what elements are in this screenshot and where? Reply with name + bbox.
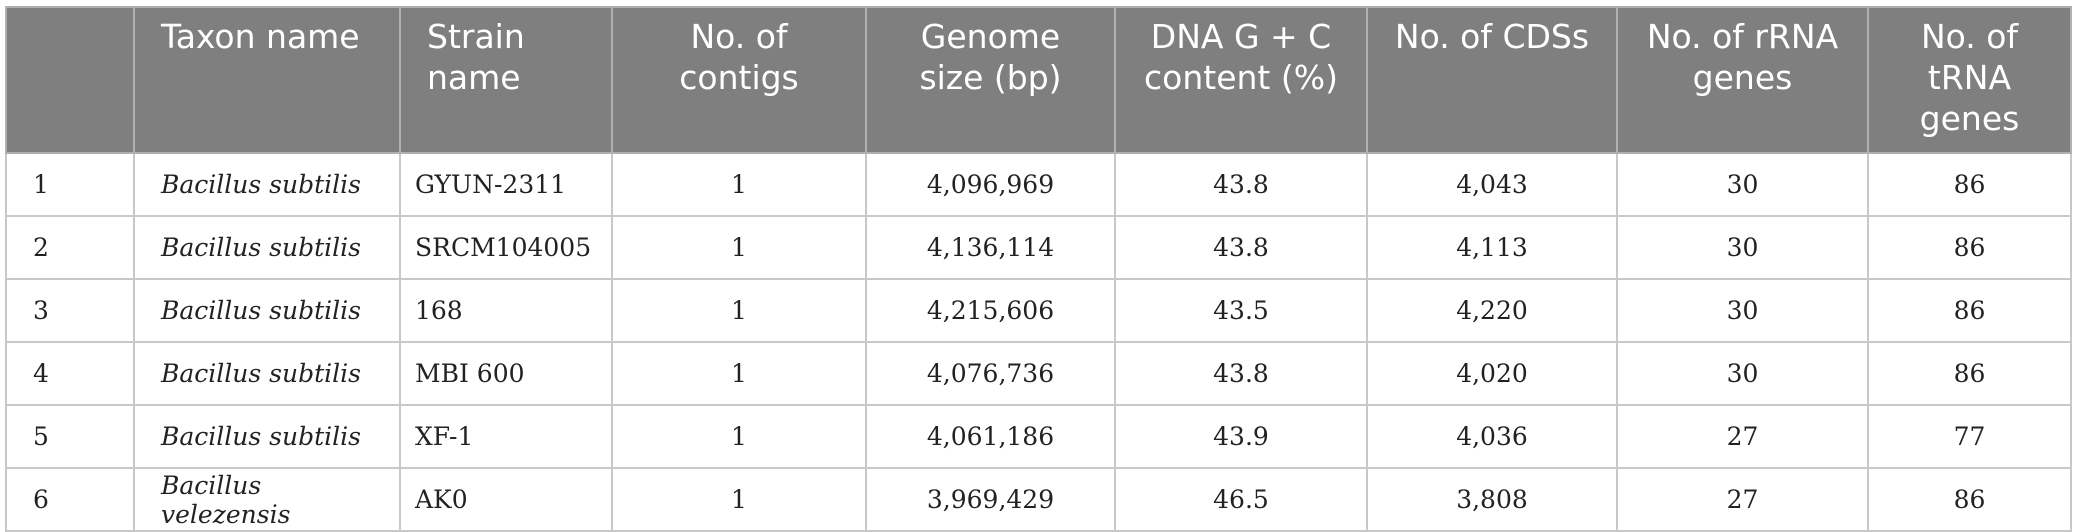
cell-cds-count: 4,220 xyxy=(1366,278,1618,343)
cell-index: 6 xyxy=(5,467,135,532)
cell-trna-genes: 86 xyxy=(1867,467,2072,532)
cell-taxon-name: Bacillus subtilis xyxy=(133,278,401,343)
header-genome-size: Genome size (bp) xyxy=(865,6,1116,154)
table-row: 3 Bacillus subtilis 168 1 4,215,606 43.5 4,220… xyxy=(5,278,2072,343)
table-row: 2 Bacillus subtilis SRCM104005 1 4,136,114 43… xyxy=(5,215,2072,280)
cell-genome-size: 3,969,429 xyxy=(865,467,1116,532)
table-row: 5 Bacillus subtilis XF-1 1 4,061,186 43.9 4,03… xyxy=(5,404,2072,469)
cell-index: 1 xyxy=(5,152,135,217)
cell-index: 3 xyxy=(5,278,135,343)
cell-strain-name: GYUN-2311 xyxy=(399,152,613,217)
cell-trna-genes: 86 xyxy=(1867,152,2072,217)
cell-cds-count: 4,036 xyxy=(1366,404,1618,469)
table-body: 1 Bacillus subtilis GYUN-2311 1 4,096,969 43.… xyxy=(5,152,2072,532)
cell-gc-content: 43.8 xyxy=(1114,152,1368,217)
header-taxon-name: Taxon name xyxy=(133,6,401,154)
table-row: 4 Bacillus subtilis MBI 600 1 4,076,736 43.8 4… xyxy=(5,341,2072,406)
cell-trna-genes: 86 xyxy=(1867,278,2072,343)
cell-rrna-genes: 30 xyxy=(1616,152,1869,217)
cell-contigs: 1 xyxy=(611,404,867,469)
cell-index: 5 xyxy=(5,404,135,469)
cell-contigs: 1 xyxy=(611,467,867,532)
cell-rrna-genes: 27 xyxy=(1616,404,1869,469)
cell-index: 4 xyxy=(5,341,135,406)
header-gc-content: DNA G + C content (%) xyxy=(1114,6,1368,154)
cell-rrna-genes: 30 xyxy=(1616,215,1869,280)
cell-contigs: 1 xyxy=(611,278,867,343)
cell-strain-name: SRCM104005 xyxy=(399,215,613,280)
cell-genome-size: 4,096,969 xyxy=(865,152,1116,217)
header-cds-count: No. of CDSs xyxy=(1366,6,1618,154)
header-index xyxy=(5,6,135,154)
header-contigs: No. of contigs xyxy=(611,6,867,154)
cell-cds-count: 4,020 xyxy=(1366,341,1618,406)
cell-strain-name: AK0 xyxy=(399,467,613,532)
cell-strain-name: MBI 600 xyxy=(399,341,613,406)
cell-rrna-genes: 27 xyxy=(1616,467,1869,532)
cell-contigs: 1 xyxy=(611,341,867,406)
table-row: 6 Bacillus velezensis AK0 1 3,969,429 46.5 3,8… xyxy=(5,467,2072,532)
header-rrna-genes: No. of rRNA genes xyxy=(1616,6,1869,154)
cell-genome-size: 4,215,606 xyxy=(865,278,1116,343)
cell-gc-content: 43.5 xyxy=(1114,278,1368,343)
cell-cds-count: 4,113 xyxy=(1366,215,1618,280)
table-header: Taxon name Strain name No. of contigs Ge… xyxy=(5,6,2072,154)
cell-gc-content: 43.8 xyxy=(1114,215,1368,280)
cell-gc-content: 43.8 xyxy=(1114,341,1368,406)
cell-taxon-name: Bacillus subtilis xyxy=(133,215,401,280)
cell-index: 2 xyxy=(5,215,135,280)
cell-trna-genes: 86 xyxy=(1867,341,2072,406)
cell-cds-count: 4,043 xyxy=(1366,152,1618,217)
header-row: Taxon name Strain name No. of contigs Ge… xyxy=(5,6,2072,154)
table-row: 1 Bacillus subtilis GYUN-2311 1 4,096,969 43.… xyxy=(5,152,2072,217)
cell-taxon-name: Bacillus velezensis xyxy=(133,467,401,532)
cell-trna-genes: 86 xyxy=(1867,215,2072,280)
cell-strain-name: 168 xyxy=(399,278,613,343)
cell-genome-size: 4,061,186 xyxy=(865,404,1116,469)
cell-trna-genes: 77 xyxy=(1867,404,2072,469)
cell-contigs: 1 xyxy=(611,152,867,217)
cell-genome-size: 4,136,114 xyxy=(865,215,1116,280)
cell-cds-count: 3,808 xyxy=(1366,467,1618,532)
header-trna-genes: No. of tRNA genes xyxy=(1867,6,2072,154)
cell-gc-content: 43.9 xyxy=(1114,404,1368,469)
cell-taxon-name: Bacillus subtilis xyxy=(133,341,401,406)
cell-genome-size: 4,076,736 xyxy=(865,341,1116,406)
genome-comparison-table: Taxon name Strain name No. of contigs Ge… xyxy=(5,6,2072,532)
cell-gc-content: 46.5 xyxy=(1114,467,1368,532)
cell-rrna-genes: 30 xyxy=(1616,341,1869,406)
header-strain-name: Strain name xyxy=(399,6,613,154)
cell-taxon-name: Bacillus subtilis xyxy=(133,152,401,217)
cell-strain-name: XF-1 xyxy=(399,404,613,469)
cell-rrna-genes: 30 xyxy=(1616,278,1869,343)
cell-taxon-name: Bacillus subtilis xyxy=(133,404,401,469)
cell-contigs: 1 xyxy=(611,215,867,280)
